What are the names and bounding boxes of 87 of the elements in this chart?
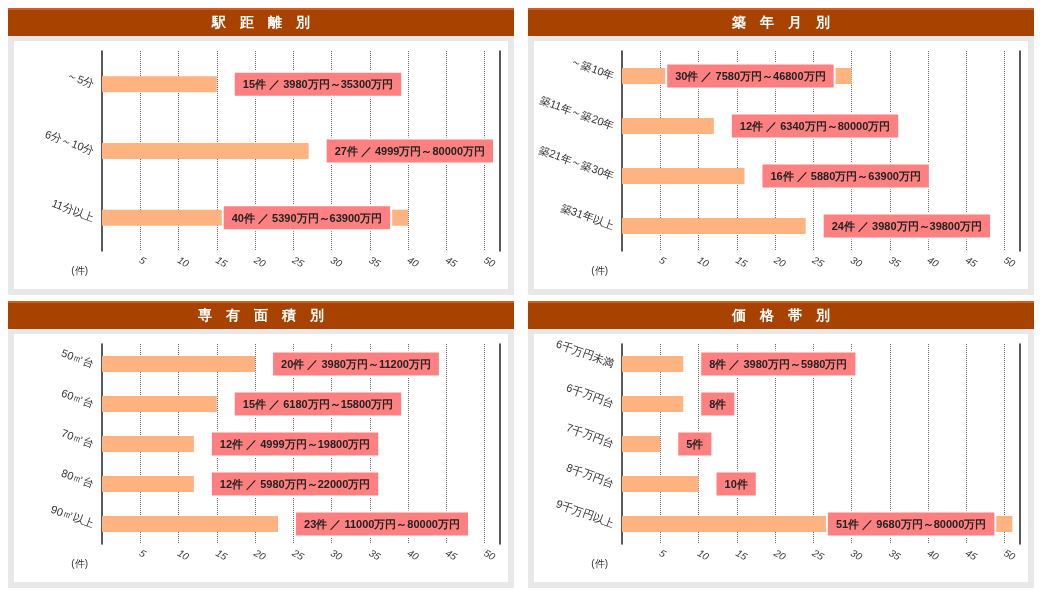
data-label: 16件 ／ 5880万円～63900万円 bbox=[770, 170, 921, 183]
y-tick-label: 90㎡以上 bbox=[49, 502, 97, 530]
chart-title: 価 格 帯 別 bbox=[528, 301, 1034, 329]
bar bbox=[102, 516, 279, 532]
x-tick-label: 35 bbox=[367, 547, 383, 563]
data-label: 40件 ／ 5390万円～63900万円 bbox=[231, 211, 383, 225]
x-tick-label: 25 bbox=[809, 253, 827, 270]
x-tick-label: 10 bbox=[695, 254, 712, 270]
data-label: 12件 ／ 4999万円～19800万円 bbox=[219, 438, 371, 451]
data-label: 8件 ／ 3980万円～5980万円 bbox=[709, 358, 848, 371]
x-tick-label: 15 bbox=[734, 547, 750, 563]
x-tick-label: 50 bbox=[1001, 547, 1018, 563]
data-label: 51件 ／ 9680万円～80000万円 bbox=[835, 518, 987, 531]
x-tick-label: 30 bbox=[328, 547, 345, 563]
y-tick-label: 築11年～築20年 bbox=[538, 93, 617, 132]
bar bbox=[102, 436, 194, 452]
chart-title: 築 年 月 別 bbox=[528, 8, 1034, 36]
x-tick-label: 50 bbox=[481, 547, 498, 563]
y-tick-label: 9千万円以上 bbox=[554, 497, 617, 530]
x-tick-label: 35 bbox=[887, 547, 903, 563]
x-tick-label: 15 bbox=[214, 547, 230, 563]
data-label: 20件 ／ 3980万円～11200万円 bbox=[281, 358, 431, 371]
x-tick-label: 40 bbox=[925, 254, 941, 270]
x-tick-label: 10 bbox=[175, 254, 192, 270]
data-label: 5件 bbox=[686, 438, 704, 450]
bar bbox=[102, 476, 194, 492]
y-tick-label: ～5分 bbox=[65, 69, 97, 90]
x-tick-label: 30 bbox=[328, 254, 345, 270]
data-label: 24件 ／ 3980万円～39800万円 bbox=[831, 220, 983, 233]
chart-title: 専 有 面 積 別 bbox=[8, 301, 514, 329]
x-tick-label: 20 bbox=[771, 253, 788, 270]
y-tick-label: 70㎡台 bbox=[59, 426, 97, 450]
y-tick-label: 6千万円未満 bbox=[554, 337, 617, 370]
x-tick-label: 5 bbox=[657, 254, 669, 267]
data-label: 23件 ／ 11000万円～80000万円 bbox=[304, 518, 460, 531]
data-label: 8件 bbox=[709, 398, 727, 410]
x-tick-label: 40 bbox=[405, 254, 421, 270]
x-tick-label: 40 bbox=[405, 547, 421, 563]
y-tick-label: 築31年以上 bbox=[559, 201, 617, 232]
x-tick-label: 5 bbox=[657, 547, 669, 560]
x-tick-label: 50 bbox=[1001, 254, 1018, 270]
x-tick-label: 5 bbox=[137, 547, 149, 560]
data-label: 12件 ／ 5980万円～22000万円 bbox=[219, 478, 371, 491]
data-label: 15件 ／ 3980万円～35300万円 bbox=[242, 78, 394, 92]
x-tick-label: 45 bbox=[963, 254, 980, 270]
bar bbox=[102, 356, 256, 372]
x-tick-label: 45 bbox=[963, 547, 980, 563]
y-tick-label: 11分以上 bbox=[50, 196, 97, 224]
y-tick-label: 8千万円台 bbox=[564, 461, 617, 490]
x-tick-label: 15 bbox=[734, 254, 750, 270]
data-label: 12件 ／ 6340万円～80000万円 bbox=[739, 120, 891, 133]
x-axis-title: (件) bbox=[71, 264, 88, 276]
y-tick-label: ～築10年 bbox=[569, 54, 617, 82]
x-tick-label: 20 bbox=[251, 546, 268, 563]
y-tick-label: 60㎡台 bbox=[59, 386, 97, 410]
y-tick-label: 6分～10分 bbox=[43, 127, 97, 157]
chart-title: 駅 距 離 別 bbox=[8, 8, 514, 36]
y-tick-label: 6千万円台 bbox=[564, 381, 617, 410]
x-tick-label: 45 bbox=[443, 254, 460, 270]
x-tick-label: 10 bbox=[175, 547, 192, 563]
bar bbox=[102, 396, 217, 412]
x-tick-label: 15 bbox=[214, 254, 230, 270]
y-tick-label: 50㎡台 bbox=[59, 346, 97, 370]
x-axis-title: (件) bbox=[71, 557, 88, 569]
x-tick-label: 30 bbox=[848, 254, 865, 270]
y-tick-label: 築21年～築30年 bbox=[537, 143, 617, 182]
x-tick-label: 20 bbox=[771, 546, 788, 563]
x-tick-label: 45 bbox=[443, 547, 460, 563]
x-tick-label: 25 bbox=[289, 546, 307, 563]
x-tick-label: 10 bbox=[695, 547, 712, 563]
data-label: 15件 ／ 6180万円～15800万円 bbox=[242, 398, 394, 411]
x-tick-label: 35 bbox=[887, 254, 903, 270]
x-tick-label: 50 bbox=[481, 254, 498, 270]
x-tick-label: 5 bbox=[137, 254, 149, 267]
y-tick-label: 80㎡台 bbox=[59, 466, 97, 490]
x-tick-label: 40 bbox=[925, 547, 941, 563]
x-tick-label: 25 bbox=[809, 546, 827, 563]
x-axis-title: (件) bbox=[591, 557, 608, 569]
x-tick-label: 30 bbox=[848, 547, 865, 563]
x-tick-label: 25 bbox=[289, 253, 307, 270]
data-label: 27件 ／ 4999万円～80000万円 bbox=[334, 145, 486, 158]
data-label: 30件 ／ 7580万円～46800万円 bbox=[675, 70, 826, 83]
x-axis-title: (件) bbox=[591, 264, 608, 276]
data-label: 10件 bbox=[724, 478, 748, 490]
x-tick-label: 35 bbox=[367, 254, 383, 270]
y-tick-label: 7千万円台 bbox=[564, 421, 617, 450]
x-tick-label: 20 bbox=[251, 253, 268, 270]
